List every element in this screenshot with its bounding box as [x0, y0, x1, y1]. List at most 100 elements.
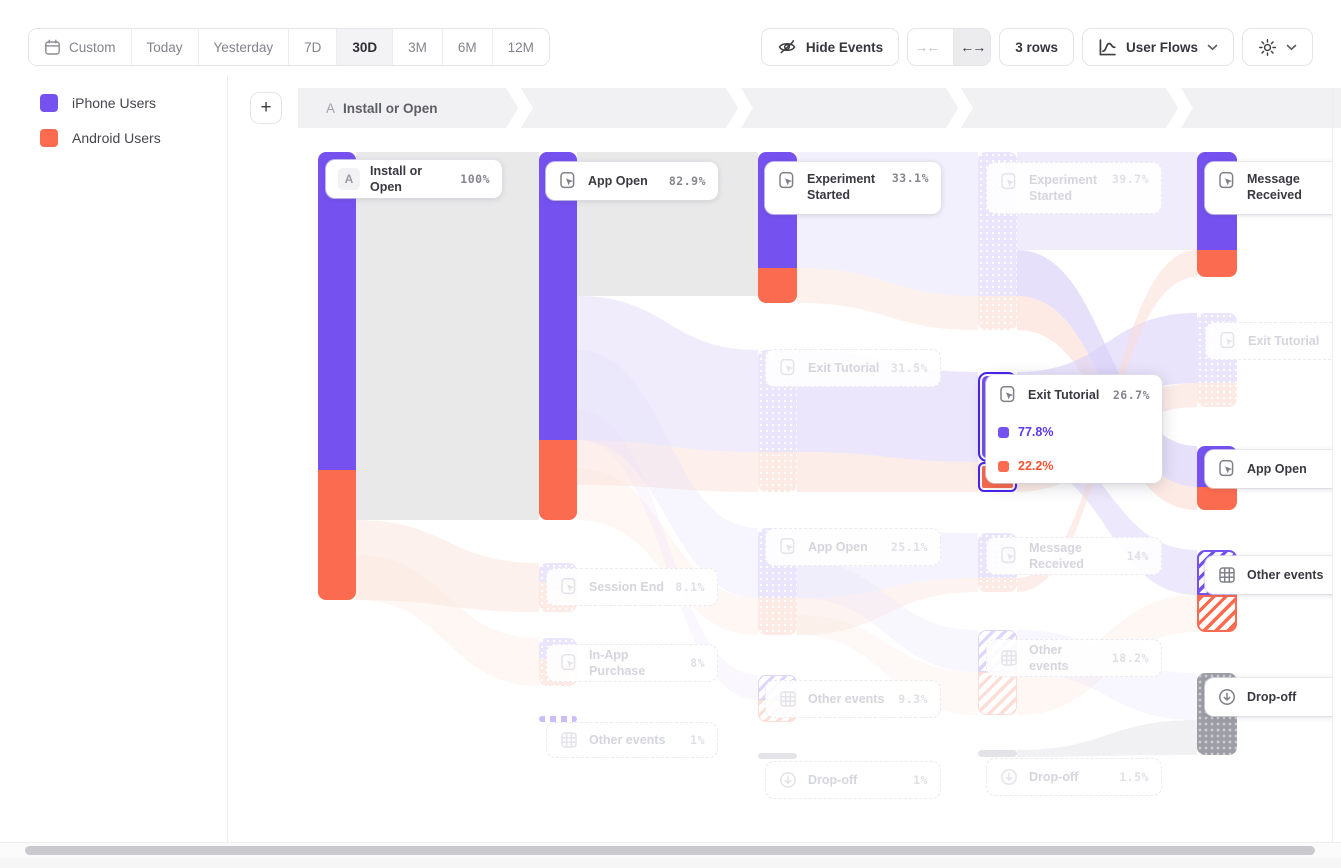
flow-label-drop-off[interactable]: Drop-off 1.5% [986, 758, 1162, 796]
grid-icon [561, 732, 577, 748]
toolbar: Custom Today Yesterday 7D 30D 3M 6M 12M Hide Ev… [28, 28, 1313, 66]
flow-node-value: 100% [460, 172, 490, 186]
flow-label-session-end[interactable]: Session End 8.1% [546, 568, 718, 606]
flow-node-value: 8% [690, 656, 705, 670]
rows-button[interactable]: 3 rows [999, 28, 1074, 66]
event-icon [1220, 332, 1235, 349]
flow-node-label: Experiment Started [1029, 173, 1098, 204]
flow-label-message-received[interactable]: Message Received [1205, 162, 1332, 214]
grid-icon [1219, 567, 1235, 583]
legend-item-android-users[interactable]: Android Users [40, 129, 227, 147]
flow-bar-exit-tutorial[interactable] [1197, 383, 1237, 407]
user-flows-sankey: A Install or Open 100% App Open 82.9% Session… [0, 128, 1332, 842]
legend-swatch [40, 94, 58, 112]
flow-label-app-open[interactable]: App Open 25.1% [765, 528, 941, 566]
tooltip-breakdown-row: 22.2% [998, 459, 1150, 473]
date-range-label: 7D [304, 39, 322, 55]
date-range-group: Custom Today Yesterday 7D 30D 3M 6M 12M [28, 28, 550, 66]
date-range-custom[interactable]: Custom [29, 29, 131, 65]
breadcrumb-chevron [946, 88, 973, 128]
date-range-30d[interactable]: 30D [336, 29, 393, 65]
flow-bar-drop-off[interactable] [978, 750, 1017, 757]
date-range-7d[interactable]: 7D [288, 29, 337, 65]
breadcrumb-chevron [506, 88, 533, 128]
flow-node-value: 26.7% [1112, 388, 1150, 402]
expand-columns-icon[interactable]: ←→ [953, 29, 991, 65]
flow-bar-app-open[interactable] [539, 440, 577, 520]
date-range-6m[interactable]: 6M [441, 29, 492, 65]
flow-label-experiment-started[interactable]: Experiment Started 33.1% [765, 162, 941, 214]
flow-bar-app-open[interactable] [758, 598, 797, 635]
flow-label-other-events[interactable]: Other events 9.3% [765, 680, 941, 718]
flow-bar-install-or-open[interactable] [318, 152, 356, 470]
date-range-3m[interactable]: 3M [392, 29, 442, 65]
flow-label-exit-tutorial[interactable]: Exit Tutorial 31.5% [765, 349, 941, 387]
flow-node-label: Other events [1247, 567, 1324, 582]
flow-bar-experiment-started[interactable] [978, 296, 1017, 330]
collapse-columns-icon[interactable]: →← [914, 39, 940, 55]
flow-label-in-app-purchase[interactable]: In-App Purchase 8% [546, 644, 718, 682]
flow-bar-message-received[interactable] [1197, 250, 1237, 277]
date-range-today[interactable]: Today [130, 29, 198, 65]
flow-node-label: App Open [808, 539, 868, 554]
event-icon [1000, 386, 1015, 403]
flow-label-app-open[interactable]: App Open 82.9% [546, 162, 718, 200]
date-range-label: Yesterday [213, 39, 274, 55]
view-selector[interactable]: User Flows [1081, 28, 1234, 66]
date-range-label: 3M [408, 39, 427, 55]
date-range-label: 12M [507, 39, 534, 55]
settings-button[interactable] [1242, 28, 1313, 66]
breadcrumb-step[interactable]: A Install or Open [326, 101, 438, 116]
chart-right-edge [1332, 88, 1333, 842]
flow-node-label: Drop-off [808, 772, 858, 787]
dropoff-icon [1001, 769, 1017, 785]
footer-gap [0, 858, 1341, 868]
calendar-icon [45, 39, 60, 55]
date-range-label: Custom [69, 39, 116, 55]
legend-item-iphone-users[interactable]: iPhone Users [40, 94, 227, 112]
step-badge: A [338, 168, 360, 190]
flow-label-drop-off[interactable]: Drop-off [1205, 678, 1332, 716]
flow-label-install-or-open[interactable]: A Install or Open 100% [326, 160, 502, 198]
flow-tooltip-exit-tutorial[interactable]: Exit Tutorial 26.7% 77.8% 22.2% [986, 375, 1162, 483]
flow-label-app-open[interactable]: App Open [1205, 450, 1332, 488]
flow-label-other-events[interactable]: Other events [1205, 556, 1332, 594]
flow-node-label: Session End [589, 579, 665, 594]
flow-bar-other-events[interactable] [539, 716, 577, 722]
flow-bar-drop-off[interactable] [758, 753, 797, 759]
chevron-down-icon [1207, 44, 1218, 50]
flow-bar-install-or-open[interactable] [318, 470, 356, 600]
flow-node-value: 18.2% [1111, 651, 1149, 665]
scrollbar-thumb[interactable] [25, 846, 1315, 855]
event-icon [1001, 547, 1016, 564]
flow-node-value: 9.3% [898, 692, 928, 706]
flow-bar-message-received[interactable] [978, 578, 1017, 592]
flow-bar-other-events[interactable] [978, 672, 1017, 715]
flow-bar-app-open[interactable] [539, 152, 577, 440]
hide-events-button[interactable]: Hide Events [760, 28, 900, 66]
date-range-12m[interactable]: 12M [491, 29, 549, 65]
date-range-label: 30D [352, 39, 378, 55]
breadcrumb-chevron [726, 88, 753, 128]
flow-bar-app-open[interactable] [1197, 487, 1237, 510]
flow-bar-exit-tutorial[interactable] [758, 452, 797, 492]
eye-off-icon [778, 40, 796, 54]
flow-node-value: 82.9% [668, 174, 706, 188]
flow-label-experiment-started[interactable]: Experiment Started 39.7% [986, 162, 1162, 214]
flow-label-other-events[interactable]: Other events 18.2% [986, 639, 1162, 677]
date-range-yesterday[interactable]: Yesterday [197, 29, 289, 65]
dropoff-icon [780, 772, 796, 788]
view-selector-label: User Flows [1125, 39, 1198, 55]
flow-node-label: Drop-off [1247, 689, 1297, 704]
flow-label-message-received[interactable]: Message Received 14% [986, 537, 1162, 575]
flow-label-drop-off[interactable]: Drop-off 1% [765, 761, 941, 799]
flow-label-exit-tutorial[interactable]: Exit Tutorial [1205, 322, 1332, 360]
step-letter: A [326, 100, 336, 116]
toolbar-right-cluster: Hide Events →← ←→ 3 rows User Flows [760, 28, 1313, 66]
flow-label-other-events[interactable]: Other events 1% [546, 722, 718, 758]
event-icon [780, 538, 795, 555]
flow-bar-experiment-started[interactable] [758, 268, 797, 303]
flow-node-label: App Open [1247, 461, 1307, 476]
add-step-button[interactable]: + [250, 92, 282, 124]
flow-bar-other-events[interactable] [1197, 595, 1237, 632]
